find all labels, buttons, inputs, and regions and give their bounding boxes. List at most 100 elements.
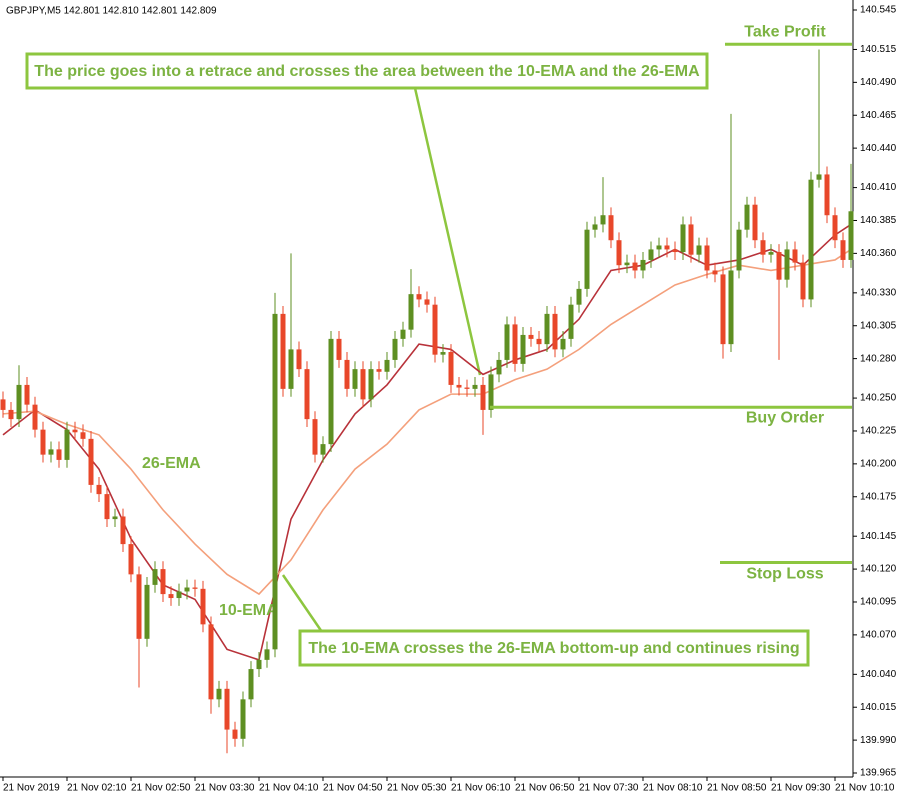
candle-body: [184, 587, 190, 592]
y-tick-label: 140.040: [860, 669, 897, 680]
y-tick-label: 140.515: [860, 44, 897, 55]
candle-body: [400, 329, 406, 339]
x-tick-label: 21 Nov 06:50: [515, 783, 575, 794]
candle-body: [128, 544, 134, 575]
ema-label: 10-EMA: [219, 602, 278, 619]
candle-body: [272, 313, 278, 650]
symbol-header: GBPJPY,M5 142.801 142.810 142.801 142.80…: [6, 6, 217, 17]
candle-body: [144, 584, 150, 639]
candle-body: [200, 588, 206, 625]
candle-body: [712, 270, 718, 275]
candle-body: [192, 587, 198, 589]
candle-body: [392, 338, 398, 360]
x-tick-label: 21 Nov 09:30: [771, 783, 831, 794]
candle-body: [664, 245, 670, 250]
x-tick-label: 21 Nov 04:50: [323, 783, 383, 794]
ema-label: 26-EMA: [142, 455, 201, 472]
candle-body: [640, 259, 646, 271]
candle-body: [432, 304, 438, 355]
annotation-text: The 10-EMA crosses the 26-EMA bottom-up …: [308, 640, 799, 657]
annotation-box: [298, 629, 810, 667]
candle-body: [112, 516, 118, 520]
candle-body: [792, 249, 798, 263]
candle-body: [16, 384, 22, 420]
candle-body: [632, 262, 638, 271]
candle-body: [72, 429, 78, 433]
candle-body: [760, 240, 766, 255]
candle-body: [520, 334, 526, 364]
candle-body: [704, 245, 710, 271]
candle-body: [152, 569, 158, 585]
x-tick-label: 21 Nov 02:10: [67, 783, 127, 794]
candle-body: [168, 594, 174, 599]
candle-body: [496, 359, 502, 375]
level-label: Take Profit: [744, 23, 826, 40]
candle-body: [696, 245, 702, 255]
candle-body: [352, 369, 358, 389]
candle-body: [728, 270, 734, 345]
candle-body: [504, 324, 510, 360]
candle-body: [176, 591, 182, 599]
annotation-pointer: [413, 87, 482, 376]
level-label: Buy Order: [746, 410, 824, 427]
candle-body: [848, 211, 854, 260]
annotation-text: The price goes into a retrace and crosse…: [34, 63, 700, 80]
y-tick-label: 140.440: [860, 143, 897, 154]
candle-body: [88, 438, 94, 485]
y-tick-label: 140.095: [860, 597, 897, 608]
candle-body: [136, 574, 142, 639]
candle-body: [472, 384, 478, 389]
y-tick-label: 139.990: [860, 735, 897, 746]
candle-body: [480, 384, 486, 410]
candle-body: [688, 224, 694, 255]
candle-body: [808, 179, 814, 300]
candle-body: [304, 369, 310, 420]
candle-body: [56, 449, 62, 460]
candle-body: [448, 352, 454, 385]
candle-body: [624, 262, 630, 266]
candle-body: [552, 313, 558, 350]
candle-body: [672, 249, 678, 253]
y-tick-label: 140.385: [860, 215, 897, 226]
candle-body: [512, 324, 518, 364]
candle-body: [248, 669, 254, 700]
y-tick-label: 140.015: [860, 702, 897, 713]
candle-body: [424, 299, 430, 305]
candle-body: [320, 444, 326, 455]
candle-body: [768, 252, 774, 255]
candle-body: [64, 429, 70, 460]
y-tick-label: 140.175: [860, 491, 897, 502]
y-tick-label: 140.410: [860, 182, 897, 193]
candle-body: [40, 429, 46, 455]
y-tick-label: 140.490: [860, 77, 897, 88]
x-tick-label: 21 Nov 04:10: [259, 783, 319, 794]
candle-body: [32, 404, 38, 430]
candle-body: [680, 224, 686, 253]
candle-body: [736, 229, 742, 271]
y-tick-label: 140.250: [860, 393, 897, 404]
candle-body: [824, 174, 830, 216]
candle-body: [568, 304, 574, 339]
x-tick-label: 21 Nov 10:10: [835, 783, 895, 794]
candle-body: [416, 294, 422, 300]
candle-body: [288, 349, 294, 389]
candle-body: [408, 294, 414, 330]
x-tick-label: 21 Nov 08:10: [643, 783, 703, 794]
candle-body: [96, 484, 102, 495]
candle-body: [840, 240, 846, 260]
candle-body: [816, 174, 822, 180]
candle-body: [256, 659, 262, 670]
candle-body: [312, 419, 318, 455]
x-tick-label: 21 Nov 08:50: [707, 783, 767, 794]
x-tick-label: 21 Nov 03:30: [195, 783, 255, 794]
candle-body: [600, 215, 606, 225]
y-tick-label: 140.305: [860, 320, 897, 331]
candle-body: [264, 649, 270, 660]
candle-body: [344, 359, 350, 389]
candle-body: [752, 204, 758, 241]
y-tick-label: 140.120: [860, 564, 897, 575]
candle-body: [720, 274, 726, 345]
candle-body: [584, 229, 590, 289]
y-tick-label: 139.965: [860, 768, 897, 779]
candle-body: [80, 432, 86, 439]
